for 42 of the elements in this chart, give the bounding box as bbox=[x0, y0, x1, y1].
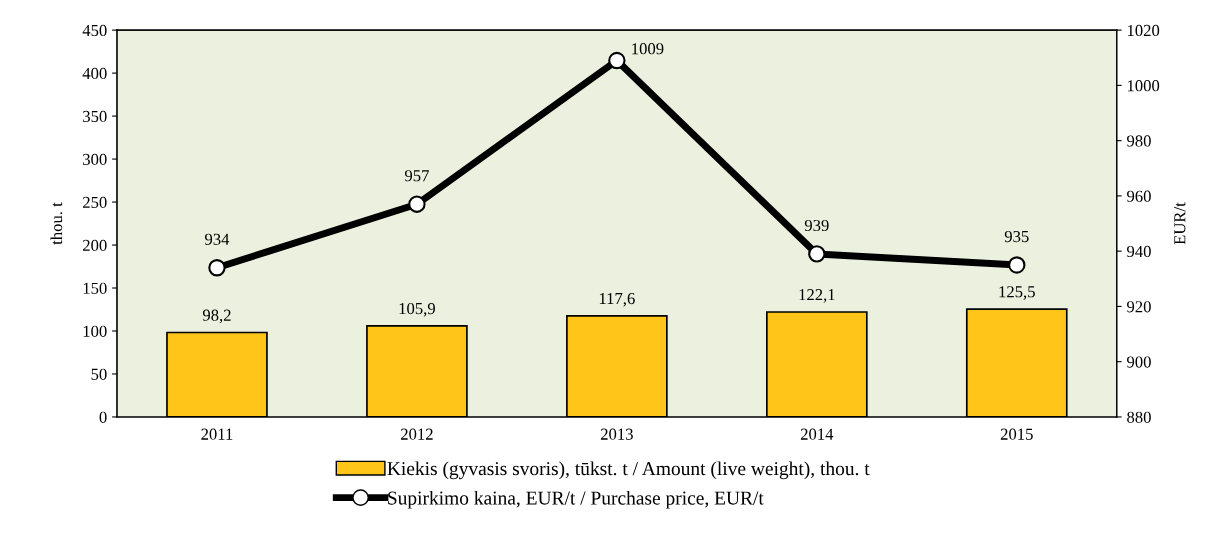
y-tick-label: 50 bbox=[91, 368, 107, 380]
y-tick-label: 100 bbox=[83, 325, 107, 337]
y-tick-label: 150 bbox=[83, 282, 107, 294]
data-label: 935 bbox=[1004, 230, 1029, 243]
y2-tick-label: 920 bbox=[1127, 301, 1151, 313]
point bbox=[408, 195, 426, 213]
y2-tick-label: 900 bbox=[1127, 356, 1151, 368]
data-label: 957 bbox=[404, 170, 429, 182]
x-tick-label: 2013 bbox=[600, 428, 633, 440]
data-label: 117,6 bbox=[599, 292, 635, 307]
x-tick-label: 2014 bbox=[800, 428, 834, 440]
y2-tick-label: 960 bbox=[1127, 190, 1151, 202]
point bbox=[208, 259, 226, 277]
y2-tick-label: 940 bbox=[1127, 245, 1151, 258]
data-label: 1009 bbox=[632, 43, 664, 55]
y-tick-label: 300 bbox=[83, 153, 107, 166]
y-tick-label: 250 bbox=[82, 196, 107, 208]
y-tick-label: 350 bbox=[83, 110, 107, 123]
legend-label: Supirkimo kaina, EUR/t / Purchase price, EUR/t bbox=[388, 490, 764, 509]
y2-tick-label: 1020 bbox=[1127, 24, 1160, 37]
y2-tick-label: 880 bbox=[1127, 411, 1151, 423]
y-tick-label: 450 bbox=[82, 24, 107, 37]
y2-axis-title: EUR/t bbox=[1174, 202, 1186, 245]
y-tick-label: 0 bbox=[99, 411, 107, 423]
y-tick-label: 200 bbox=[82, 239, 107, 251]
y2-tick-label: 1000 bbox=[1127, 80, 1160, 92]
point bbox=[808, 245, 826, 263]
data-label: 98,2 bbox=[202, 309, 231, 324]
x-tick-label: 2012 bbox=[400, 428, 433, 440]
data-label: 122,1 bbox=[799, 289, 835, 303]
y-axis-title: thou. t bbox=[50, 202, 63, 245]
legend-label: Kiekis (gyvasis svoris), tūkst. t / Amount (live weight), thou. t bbox=[387, 461, 870, 480]
y-tick-label: 400 bbox=[82, 67, 107, 80]
data-label: 125,5 bbox=[999, 286, 1035, 300]
data-label: 934 bbox=[205, 233, 230, 245]
data-label: 105,9 bbox=[399, 302, 435, 317]
point bbox=[608, 51, 626, 70]
y2-tick-label: 980 bbox=[1127, 135, 1151, 147]
point bbox=[1008, 256, 1026, 274]
x-tick-label: 2015 bbox=[1000, 428, 1033, 440]
x-tick-label: 2011 bbox=[201, 428, 233, 440]
data-label: 939 bbox=[804, 219, 829, 232]
